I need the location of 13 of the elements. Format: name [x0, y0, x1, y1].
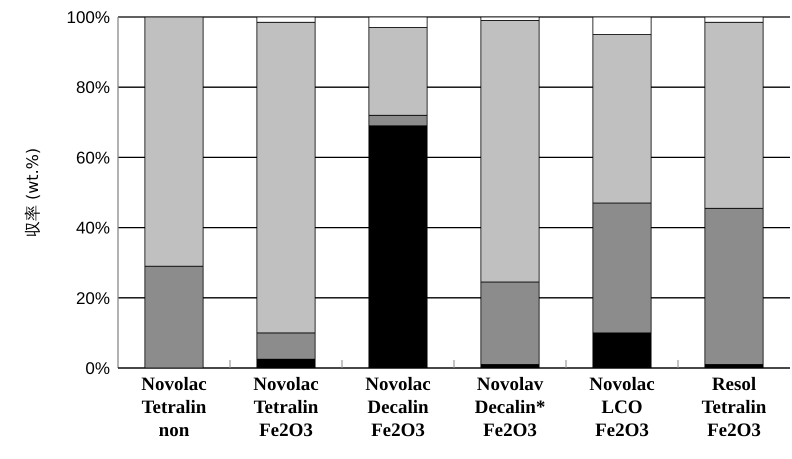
x-tick-label: Novolac Decalin Fe2O3 — [365, 374, 431, 441]
x-tick-label: Novolav Decalin* Fe2O3 — [474, 374, 546, 441]
y-tick-label: 0% — [85, 359, 110, 378]
y-tick-label: 100% — [66, 8, 110, 27]
x-tick-label: Novolac Tetralin non — [141, 374, 207, 441]
x-tick-label: Resol Tetralin Fe2O3 — [702, 374, 767, 441]
y-tick-label: 20% — [76, 288, 110, 308]
y-tick-label: 80% — [76, 78, 110, 98]
y-tick-label: 60% — [76, 148, 110, 168]
x-tick-label: Novolac Tetralin Fe2O3 — [253, 374, 319, 441]
y-axis-title: 収率 (wt.%) — [23, 148, 42, 238]
y-tick-label: 40% — [76, 218, 110, 238]
x-tick-label: Novolac LCO Fe2O3 — [589, 374, 655, 441]
